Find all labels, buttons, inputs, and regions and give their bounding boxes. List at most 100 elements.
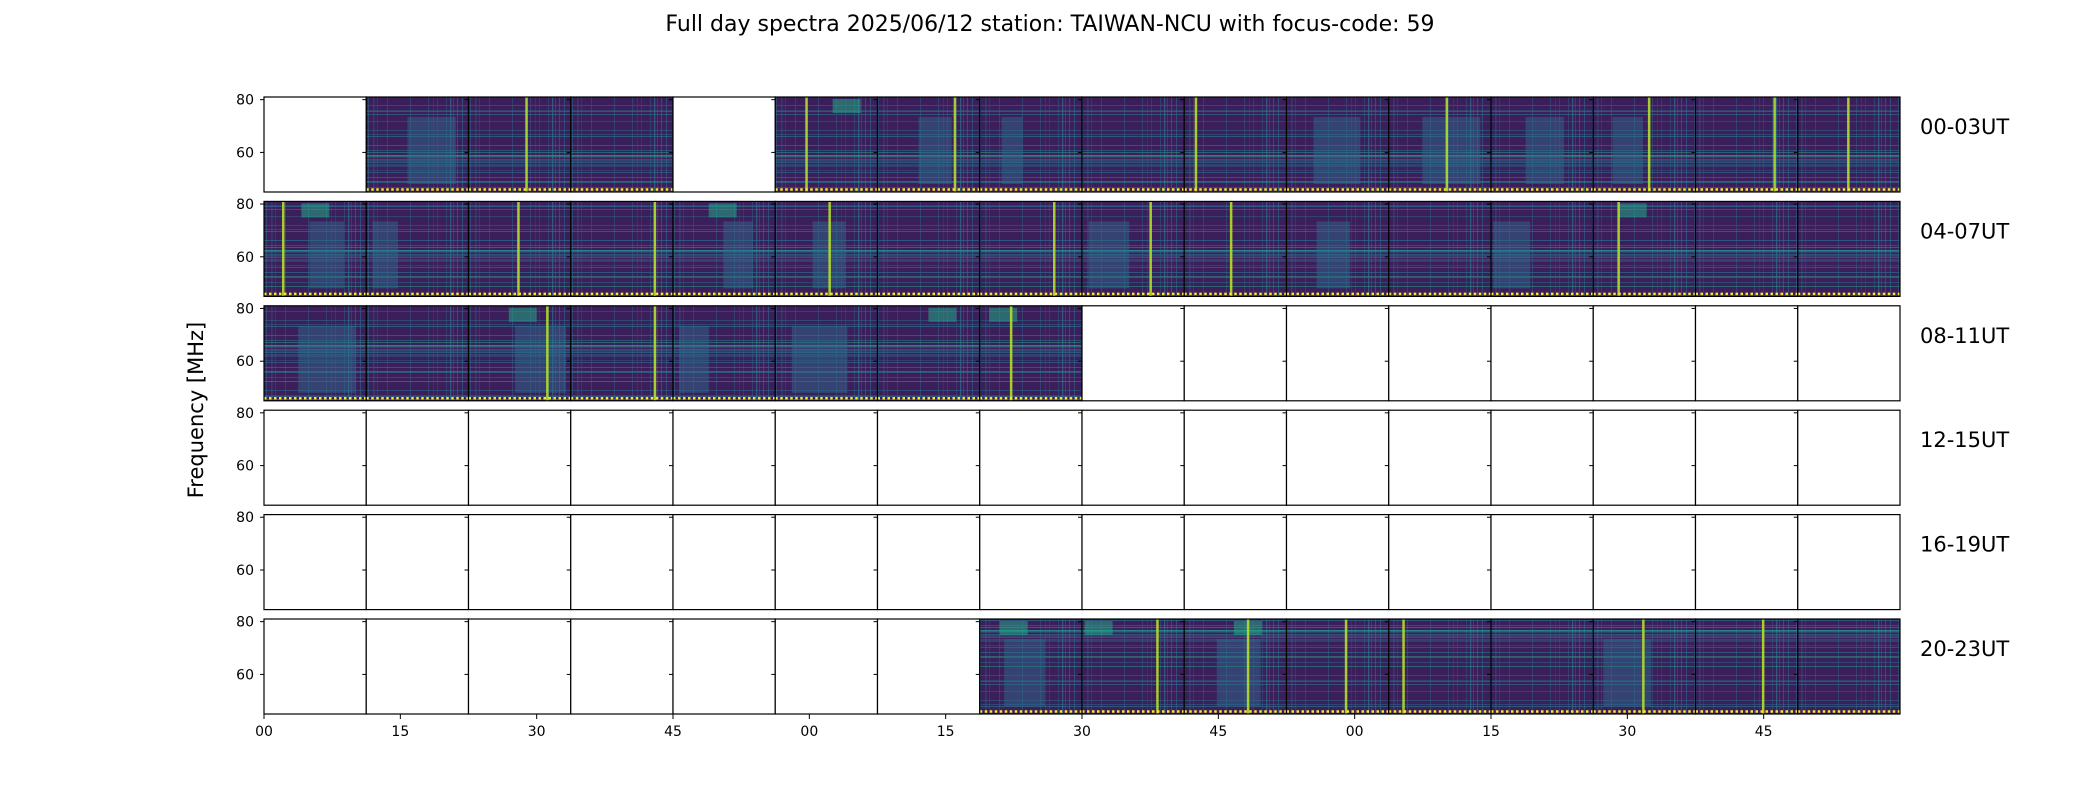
empty-panel <box>1793 409 1901 506</box>
spectrum-panel <box>464 96 572 193</box>
empty-panel <box>1487 409 1594 506</box>
spectrum-panel <box>362 200 470 297</box>
empty-panel <box>873 513 981 611</box>
spectrum-panel <box>1589 200 1697 297</box>
y-tick-label: 80 <box>236 301 254 317</box>
spectrum-panel <box>1282 618 1390 715</box>
y-tick-label: 80 <box>236 93 254 109</box>
spectrum-panel <box>260 305 367 402</box>
empty-panel <box>1691 305 1799 402</box>
x-tick-label: 00 <box>800 724 818 740</box>
empty-panel <box>566 409 674 506</box>
spectrum-panel <box>669 305 776 402</box>
spectrum-panel <box>1793 96 1901 193</box>
spectrum-panel <box>771 96 879 193</box>
y-tick-label: 80 <box>236 615 254 631</box>
empty-panel <box>873 618 981 715</box>
y-tick-label: 80 <box>236 406 254 422</box>
spectrum-panel <box>566 305 674 402</box>
spectrum-panel <box>771 200 879 297</box>
empty-panel <box>1180 513 1288 611</box>
spectrum-panel <box>975 618 1083 715</box>
empty-panel <box>1691 409 1799 506</box>
row-label: 12-15UT <box>1920 428 2009 452</box>
x-tick-label: 45 <box>1209 724 1227 740</box>
spectrum-panel <box>1691 96 1799 193</box>
row-label: 04-07UT <box>1920 219 2009 243</box>
y-tick-label: 60 <box>236 354 254 370</box>
row-label: 00-03UT <box>1920 115 2009 139</box>
spectrum-panel <box>1487 200 1594 297</box>
spectrum-panel <box>1384 200 1492 297</box>
spectrum-panel <box>1282 96 1390 193</box>
y-tick-label: 60 <box>236 145 254 161</box>
x-tick-label: 00 <box>1346 724 1364 740</box>
spectrum-panel <box>362 305 470 402</box>
empty-panel <box>1078 513 1185 611</box>
row-label: 16-19UT <box>1920 533 2009 557</box>
empty-panel <box>260 409 367 506</box>
y-tick-label: 60 <box>236 563 254 579</box>
empty-panel <box>1384 409 1492 506</box>
empty-panel <box>669 618 776 715</box>
empty-panel <box>975 513 1083 611</box>
spectrum-panel <box>1180 96 1288 193</box>
spectrum-panel <box>1180 200 1288 297</box>
spectrum-panel <box>464 305 572 402</box>
spectrum-panel <box>1589 96 1697 193</box>
x-tick-label: 45 <box>1755 724 1773 740</box>
y-tick-label: 60 <box>236 667 254 683</box>
spectrum-panel <box>1384 618 1492 715</box>
empty-panel <box>669 409 776 506</box>
spectrum-panel <box>1078 200 1185 297</box>
spectrum-panel <box>362 96 470 193</box>
empty-panel <box>669 513 776 611</box>
empty-panel <box>566 618 674 715</box>
spectrum-panel <box>1487 96 1594 193</box>
empty-panel <box>362 409 470 506</box>
empty-panel <box>464 409 572 506</box>
y-tick-label: 60 <box>236 459 254 475</box>
spectrum-panel <box>1691 618 1799 715</box>
spectrum-panel <box>566 200 674 297</box>
empty-panel <box>566 513 674 611</box>
spectrum-panel <box>566 96 674 193</box>
empty-panel <box>1282 409 1390 506</box>
spectrum-panel <box>975 200 1083 297</box>
spectrum-panel <box>1384 96 1492 193</box>
empty-panel <box>771 513 879 611</box>
empty-panel <box>1487 513 1594 611</box>
spectrum-panel <box>669 200 776 297</box>
empty-panel <box>1078 305 1185 402</box>
empty-panel <box>1282 513 1390 611</box>
x-tick-label: 30 <box>1618 724 1636 740</box>
spectrum-panel <box>464 200 572 297</box>
empty-panel <box>1282 305 1390 402</box>
empty-panel <box>1078 409 1185 506</box>
spectrum-panel <box>260 200 367 297</box>
row-label: 08-11UT <box>1920 324 2009 348</box>
empty-panel <box>669 96 776 193</box>
empty-panel <box>260 96 367 193</box>
spectrum-panel <box>873 96 981 193</box>
x-tick-label: 15 <box>1482 724 1500 740</box>
empty-panel <box>1384 513 1492 611</box>
empty-panel <box>1793 305 1901 402</box>
y-tick-label: 80 <box>236 197 254 213</box>
empty-panel <box>1180 305 1288 402</box>
empty-panel <box>464 513 572 611</box>
y-tick-label: 80 <box>236 510 254 526</box>
spectrum-panel <box>771 305 879 402</box>
x-tick-label: 30 <box>1073 724 1091 740</box>
empty-panel <box>975 409 1083 506</box>
empty-panel <box>260 513 367 611</box>
empty-panel <box>1691 513 1799 611</box>
empty-panel <box>771 618 879 715</box>
empty-panel <box>1589 409 1697 506</box>
empty-panel <box>771 409 879 506</box>
x-tick-label: 15 <box>391 724 409 740</box>
spectrum-panel <box>1793 618 1901 715</box>
spectrum-panel <box>975 96 1083 193</box>
y-tick-label: 60 <box>236 250 254 266</box>
